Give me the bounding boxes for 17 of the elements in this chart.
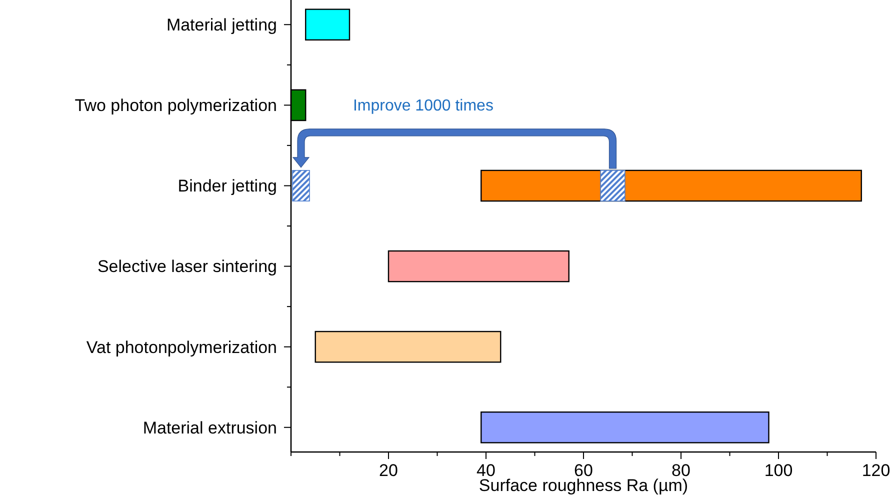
y-tick-label: Material extrusion (142, 418, 277, 438)
y-tick-label: Vat photonpolymerization (86, 338, 277, 357)
bar (480, 170, 862, 202)
y-tick-label: Material jetting (166, 16, 277, 35)
x-tick-label: 100 (764, 461, 793, 480)
bar (292, 170, 310, 202)
bar (388, 250, 570, 282)
bar (314, 330, 502, 363)
bar (600, 170, 626, 202)
y-tick-label: Two photon polymerization (74, 96, 277, 116)
annotation: Improve 1000 times (352, 97, 494, 114)
x-tick-label: 120 (862, 461, 890, 480)
bar (480, 411, 770, 444)
bar (305, 8, 350, 41)
y-tick-label: Selective laser sintering (97, 257, 277, 276)
y-tick-label: Binder jetting (178, 176, 277, 196)
x-tick-label: 20 (379, 461, 398, 480)
